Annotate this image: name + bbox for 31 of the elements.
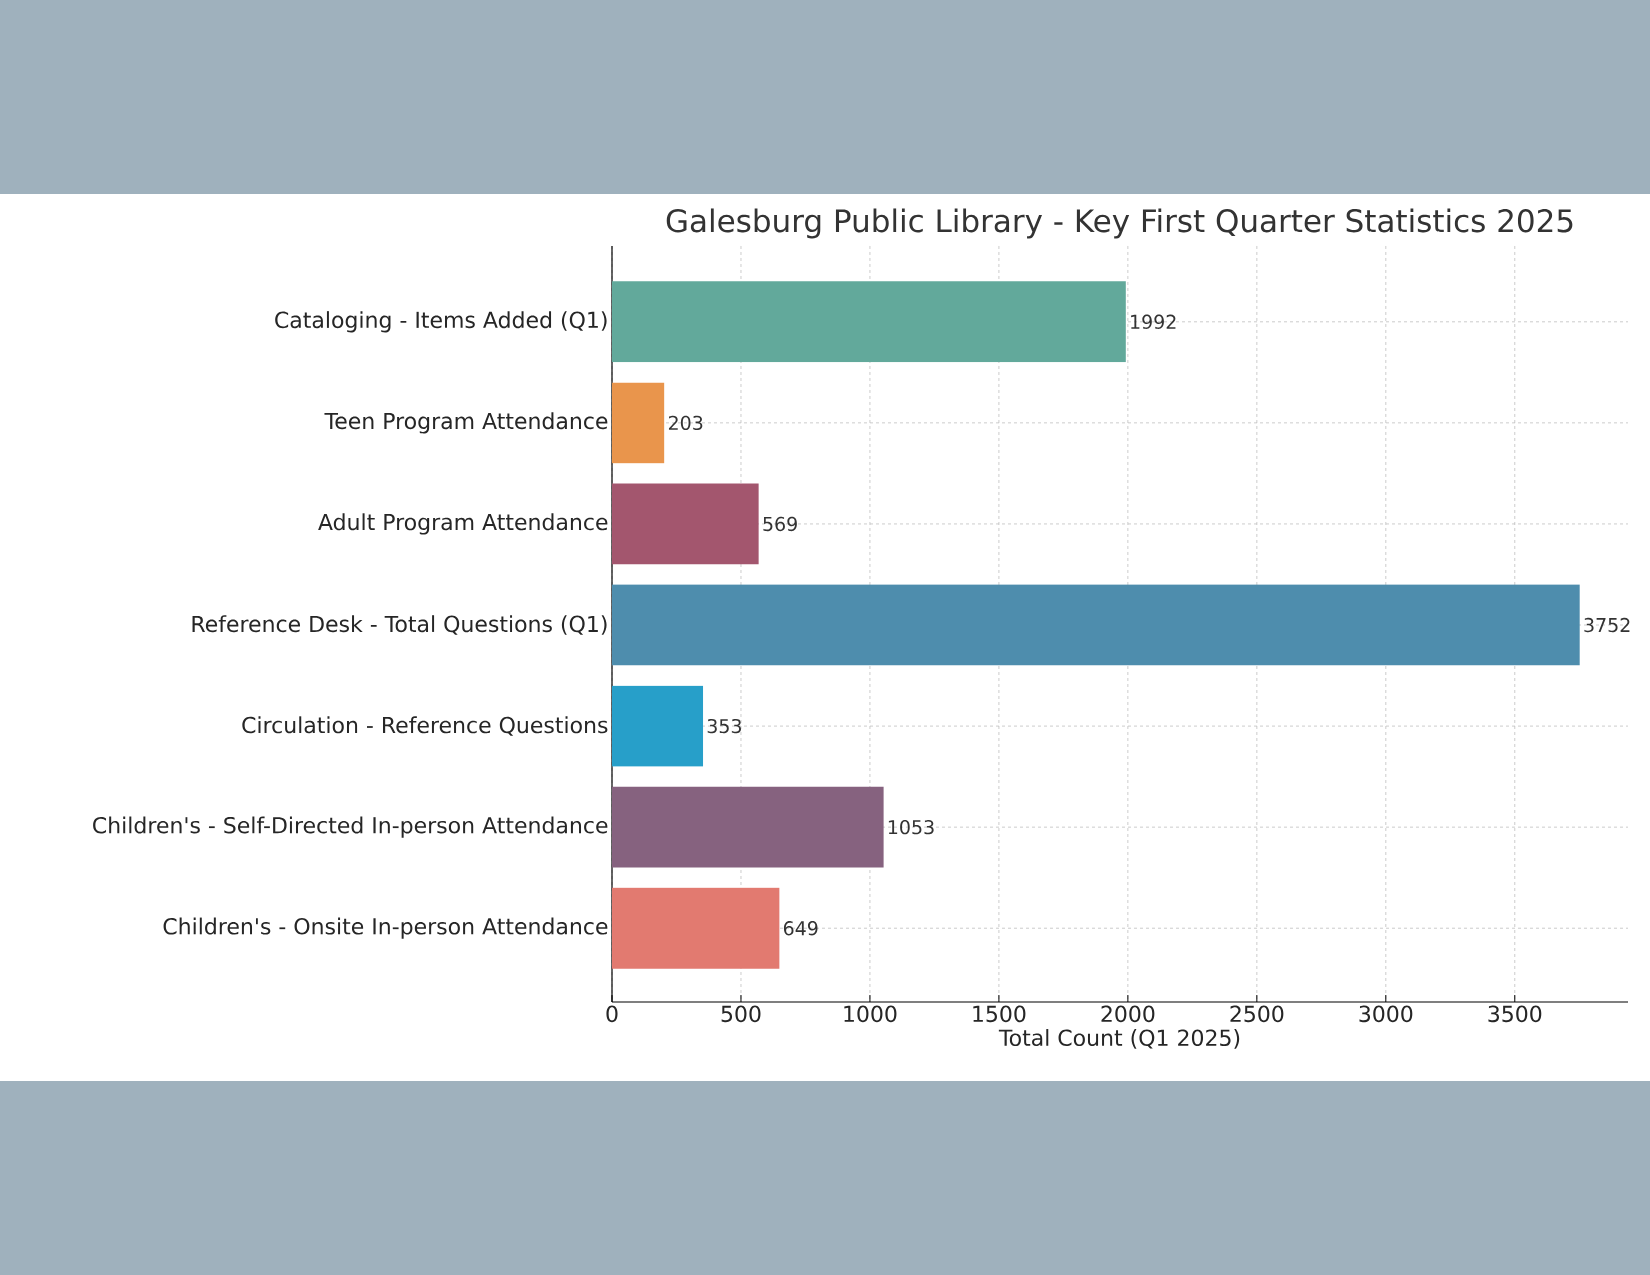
x-tick-label: 500 xyxy=(721,1005,761,1023)
x-tick-label: 0 xyxy=(606,1005,618,1023)
y-tick-label: Children's - Self-Directed In-person Attendance xyxy=(93,816,608,838)
data-label: 3752 xyxy=(1584,617,1630,633)
bar xyxy=(612,382,665,464)
data-label: 569 xyxy=(763,516,797,532)
x-tick-label: 3000 xyxy=(1359,1005,1413,1023)
x-tick-label: 1000 xyxy=(844,1005,897,1023)
y-tick-label: Adult Program Attendance xyxy=(318,513,608,535)
y-tick-label: Children's - Onsite In-person Attendance xyxy=(163,917,608,939)
y-tick-label: Teen Program Attendance xyxy=(324,412,608,434)
bar xyxy=(612,584,1580,666)
data-label: 203 xyxy=(668,415,703,431)
y-tick-label: Reference Desk - Total Questions (Q1) xyxy=(192,615,607,635)
x-tick-label: 1500 xyxy=(973,1005,1026,1023)
data-label: 649 xyxy=(783,921,818,936)
x-tick-label: 3500 xyxy=(1488,1005,1542,1023)
bar xyxy=(612,887,780,969)
data-label: 1053 xyxy=(888,819,934,835)
bar xyxy=(612,786,884,868)
chart-title: Galesburg Public Library - Key First Quarter Statistics 2025 xyxy=(666,208,1573,239)
data-label: 1992 xyxy=(1131,314,1176,329)
bar xyxy=(612,685,704,767)
bar xyxy=(612,281,1126,363)
data-label: 353 xyxy=(707,718,741,734)
x-tick-label: 2500 xyxy=(1230,1005,1284,1023)
x-axis-title: Total Count (Q1 2025) xyxy=(998,1029,1240,1049)
y-tick-label: Cataloging - Items Added (Q1) xyxy=(275,311,607,333)
y-tick-label: Circulation - Reference Questions xyxy=(242,716,608,736)
x-tick-label: 2000 xyxy=(1101,1005,1155,1023)
bar xyxy=(612,483,759,565)
